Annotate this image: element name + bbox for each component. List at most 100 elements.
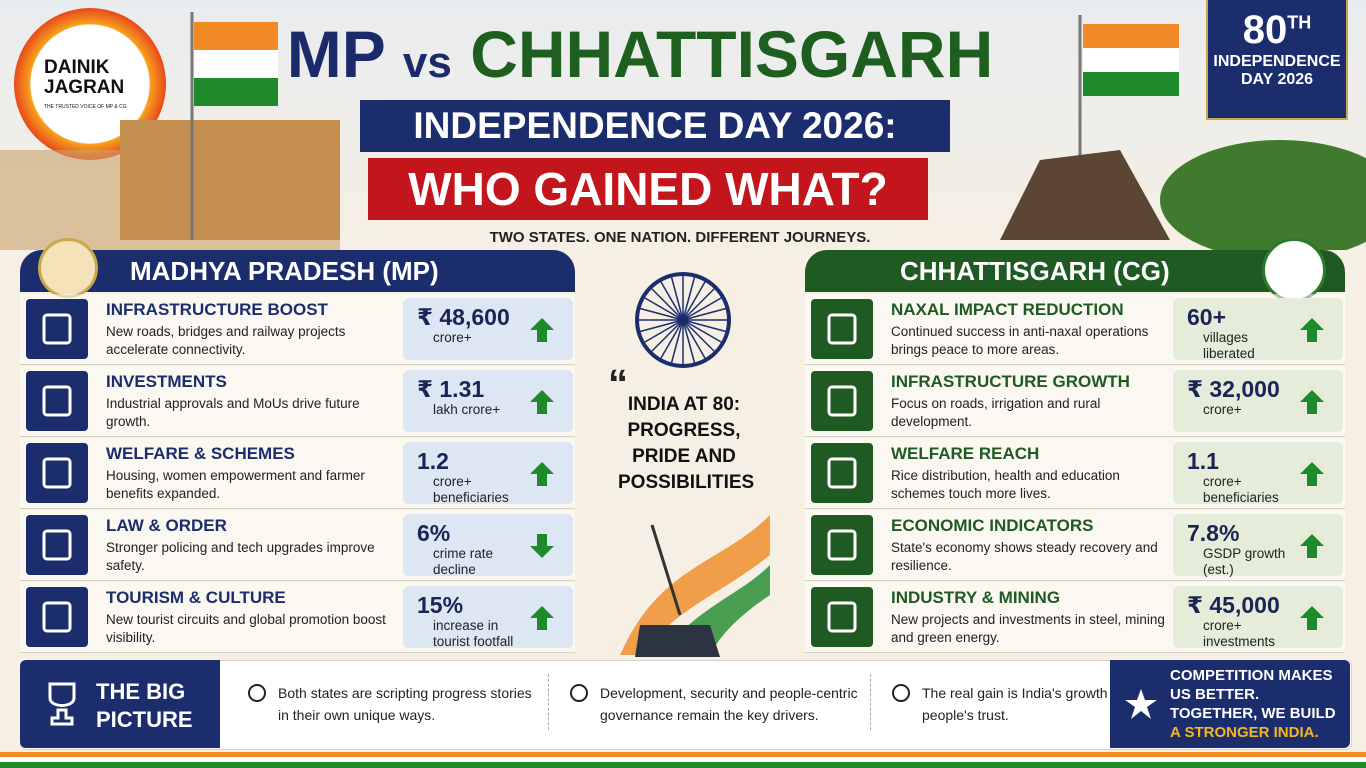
tagline: TWO STATES. ONE NATION. DIFFERENT JOURNE… xyxy=(489,229,871,246)
glyph xyxy=(42,457,72,489)
item-unit: crore+ beneficiaries xyxy=(1203,474,1279,505)
item-value: 7.8% xyxy=(1187,520,1240,546)
item-desc: Industrial approvals and MoUs drive futu… xyxy=(106,396,360,429)
title-vs: vs xyxy=(402,38,452,87)
flag-swash xyxy=(620,515,770,655)
item-desc: New projects and investments in steel, m… xyxy=(891,612,1165,645)
icon-glyph xyxy=(42,385,72,417)
row: WELFARE REACH Rice distribution, health a… xyxy=(805,438,1345,509)
glyph xyxy=(42,601,72,633)
point-text: Both states are scripting progress stori… xyxy=(278,685,532,723)
item-desc: State's economy shows steady recovery an… xyxy=(891,540,1158,573)
flag xyxy=(1083,72,1179,96)
value-box: 7.8% GSDP growth (est.) xyxy=(1173,514,1343,577)
icon-glyph xyxy=(42,601,72,633)
chakra-spoke xyxy=(640,319,684,333)
arrow xyxy=(1300,318,1324,342)
closing-box: COMPETITION MAKES US BETTER. TOGETHER, W… xyxy=(1110,660,1350,748)
chakra-spoke xyxy=(682,319,696,363)
icon xyxy=(811,299,873,359)
glyph xyxy=(827,385,857,417)
chakra-spoke xyxy=(682,277,696,321)
subtitle-banner xyxy=(360,100,950,152)
cg-emblem xyxy=(1262,238,1326,302)
item-desc: New tourist circuits and global promotio… xyxy=(106,612,386,645)
icon-glyph xyxy=(42,457,72,489)
chakra-spoke xyxy=(682,288,715,321)
mp-header: MADHYA PRADESH (MP) xyxy=(20,250,575,292)
footer-title-box: THE BIG PICTURE xyxy=(20,660,220,748)
trend-arrow xyxy=(1300,390,1324,414)
trend-arrow xyxy=(1300,534,1324,558)
center-quote: INDIA AT 80: PROGRESS, PRIDE AND POSSIBI… xyxy=(618,394,755,493)
row: ECONOMIC INDICATORS State's economy shows… xyxy=(805,510,1345,581)
value-box: 60+ villages liberated xyxy=(1173,298,1343,361)
item-title: INFRASTRUCTURE BOOST xyxy=(106,300,328,319)
item-desc: Continued success in anti-naxal operatio… xyxy=(891,324,1149,357)
icon-glyph xyxy=(827,313,857,345)
cg-header: CHHATTISGARH (CG) xyxy=(805,250,1345,292)
row: INFRASTRUCTURE BOOST New roads, bridges a… xyxy=(20,294,575,365)
palace-building xyxy=(120,120,340,240)
value-box: ₹ 48,600 crore+ xyxy=(403,298,573,360)
title-mp: MP xyxy=(286,17,385,91)
star xyxy=(1125,689,1157,719)
item-title: INVESTMENTS xyxy=(106,372,227,391)
subtitle-banner xyxy=(368,158,928,220)
row: INFRASTRUCTURE GROWTH Focus on roads, irr… xyxy=(805,366,1345,437)
icon xyxy=(811,371,873,431)
item-unit: GSDP growth (est.) xyxy=(1203,546,1286,577)
badge-number-line: 80TH xyxy=(1208,8,1346,53)
trees xyxy=(1160,140,1366,250)
item-value: 15% xyxy=(417,592,464,618)
check-icon xyxy=(248,684,266,702)
value-box: ₹ 45,000 crore+ investments xyxy=(1173,586,1343,649)
chakra-spoke xyxy=(660,281,684,321)
item-desc: Housing, women empowerment and farmer be… xyxy=(106,468,365,501)
icon-glyph xyxy=(42,529,72,561)
flag xyxy=(1083,24,1179,48)
chakra-spoke xyxy=(682,319,706,359)
item-value: 6% xyxy=(417,520,451,546)
badge: 80TH INDEPENDENCE DAY 2026 xyxy=(1206,0,1348,120)
header-decor xyxy=(0,12,1366,250)
item-unit: increase in tourist footfall xyxy=(433,618,514,649)
item-unit: crore+ beneficiaries xyxy=(433,474,509,505)
value-box: ₹ 1.31 lakh crore+ xyxy=(403,370,573,432)
chakra-spoke xyxy=(644,297,684,321)
subtitle-2: WHO GAINED WHAT? xyxy=(408,163,888,215)
item-value: ₹ 1.31 xyxy=(417,376,485,402)
divider xyxy=(870,674,871,730)
row: WELFARE & SCHEMES Housing, women empowerm… xyxy=(20,438,575,509)
icon-glyph xyxy=(827,457,857,489)
arrow xyxy=(530,390,554,414)
flag-pole xyxy=(650,524,682,616)
item-desc: New roads, bridges and railway projects … xyxy=(106,324,346,357)
closing: COMPETITION MAKES US BETTER. TOGETHER, W… xyxy=(1170,667,1336,722)
item-title: NAXAL IMPACT REDUCTION xyxy=(891,300,1124,319)
glyph xyxy=(827,457,857,489)
item-title: INFRASTRUCTURE GROWTH xyxy=(891,372,1130,391)
trend-arrow xyxy=(530,606,554,630)
trophy-icon xyxy=(48,682,76,726)
glyph xyxy=(827,601,857,633)
chakra-spoke xyxy=(670,277,684,321)
item-desc: Stronger policing and tech upgrades impr… xyxy=(106,540,375,573)
footer-title: THE BIG PICTURE xyxy=(96,679,193,732)
value-box: 1.2 crore+ beneficiaries xyxy=(403,442,573,505)
icon xyxy=(811,515,873,575)
badge-line: INDEPENDENCE xyxy=(1213,53,1341,70)
arrow xyxy=(530,462,554,486)
icon xyxy=(26,443,88,503)
item-desc: Focus on roads, irrigation and rural dev… xyxy=(891,396,1101,429)
divider xyxy=(548,674,549,730)
logo-name: DAINIK JAGRAN xyxy=(44,57,125,98)
chakra-ring xyxy=(635,272,731,368)
row: INDUSTRY & MINING New projects and invest… xyxy=(805,582,1345,653)
mp-emblem xyxy=(38,238,98,298)
glyph xyxy=(42,385,72,417)
icon-glyph xyxy=(827,529,857,561)
item-value: ₹ 32,000 xyxy=(1187,376,1280,402)
icon xyxy=(26,371,88,431)
badge-number: 80 xyxy=(1242,8,1288,52)
